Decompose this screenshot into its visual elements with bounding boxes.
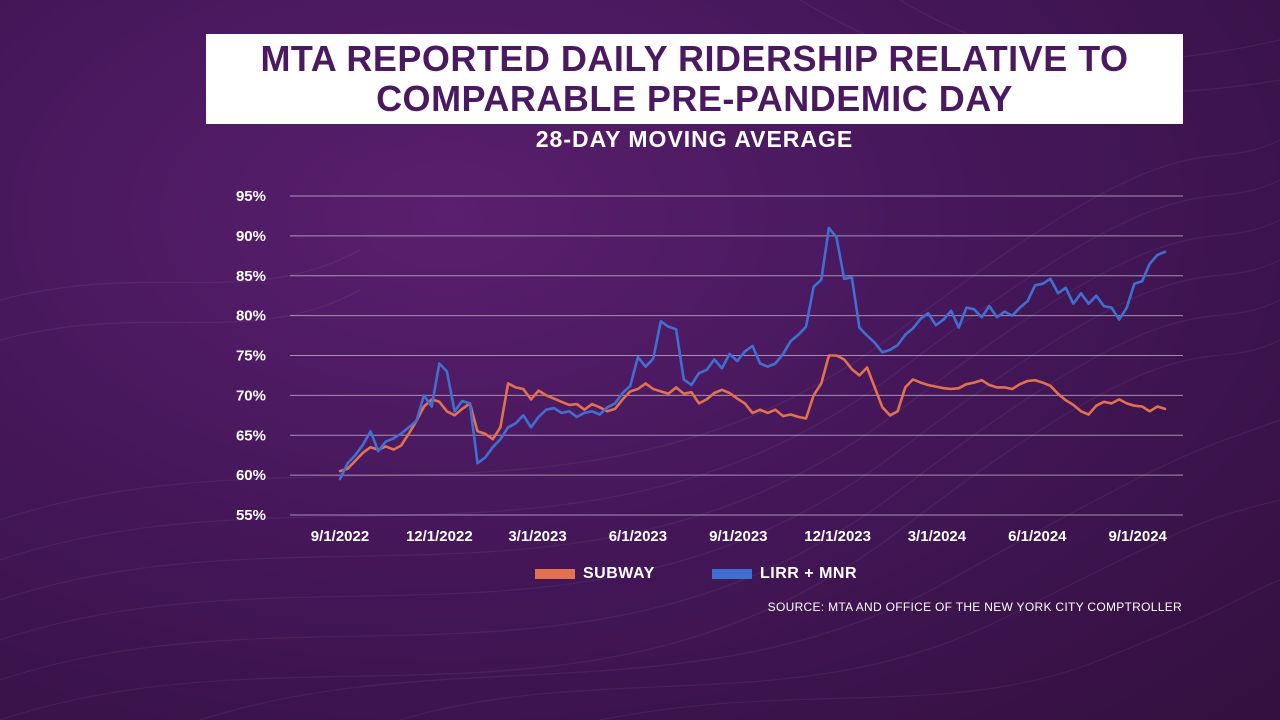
y-tick-label: 95%: [236, 188, 266, 205]
legend-swatch-subway: [535, 569, 575, 579]
x-tick-label: 3/1/2023: [508, 528, 566, 545]
x-tick-label: 12/1/2022: [406, 528, 473, 545]
y-tick-label: 60%: [236, 467, 266, 484]
legend-label-lirr-mnr: LIRR + MNR: [760, 565, 857, 582]
y-tick-label: 75%: [236, 348, 266, 365]
chart-title-line-2: COMPARABLE PRE-PANDEMIC DAY: [376, 78, 1013, 119]
chart-title-line-1: MTA REPORTED DAILY RIDERSHIP RELATIVE TO: [260, 38, 1129, 79]
y-tick-label: 85%: [236, 268, 266, 285]
series-line-subway: [338, 354, 1167, 473]
y-tick-label: 80%: [236, 308, 266, 325]
x-tick-label: 3/1/2024: [908, 528, 967, 545]
legend-label-subway: SUBWAY: [583, 565, 655, 582]
series-line-lirr-mnr: [338, 226, 1167, 481]
x-tick-label: 9/1/2023: [709, 528, 767, 545]
source-note: SOURCE: MTA AND OFFICE OF THE NEW YORK C…: [767, 600, 1182, 614]
x-tick-label: 12/1/2023: [804, 528, 871, 545]
chart-subtitle: 28-DAY MOVING AVERAGE: [535, 126, 854, 152]
x-tick-label: 6/1/2024: [1008, 528, 1067, 545]
y-tick-label: 70%: [236, 387, 266, 404]
y-tick-label: 55%: [236, 507, 266, 524]
chart-legend: SUBWAY LIRR + MNR: [0, 565, 1280, 585]
legend-swatch-lirr-mnr: [712, 569, 752, 579]
y-tick-label: 65%: [236, 427, 266, 444]
x-tick-label: 9/1/2022: [311, 528, 369, 545]
y-tick-label: 90%: [236, 228, 266, 245]
chart-title-box: MTA REPORTED DAILY RIDERSHIP RELATIVE TO…: [206, 34, 1183, 124]
x-tick-label: 9/1/2024: [1109, 528, 1168, 545]
x-tick-label: 6/1/2023: [609, 528, 667, 545]
legend-item-subway: SUBWAY: [535, 565, 655, 583]
legend-item-lirr-mnr: LIRR + MNR: [712, 565, 857, 583]
